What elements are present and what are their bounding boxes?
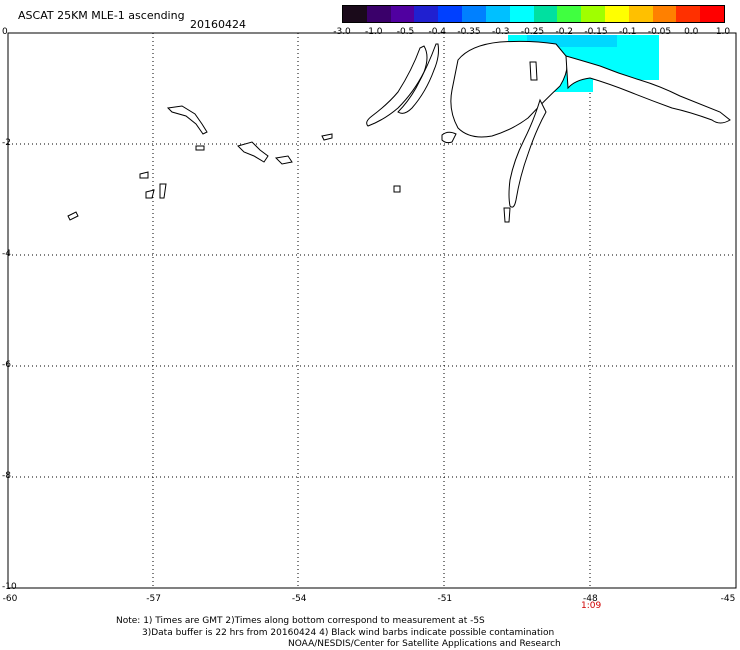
colorbar-label: -0.4: [428, 27, 447, 37]
colorbar-label: -0.15: [584, 27, 608, 37]
chart-date: 20160424: [190, 18, 246, 31]
colorbar-label: -0.05: [647, 27, 672, 37]
x-tick-label: -60: [2, 594, 18, 604]
colorbar-label: 1.0: [715, 27, 731, 37]
colorbar-swatch: [390, 6, 415, 22]
colorbar-swatch: [485, 6, 510, 22]
colorbar-swatch: [462, 6, 486, 22]
colorbar-label: -0.5: [396, 27, 415, 37]
colorbar-swatch: [438, 6, 463, 22]
colorbar-label: -0.1: [618, 27, 637, 37]
islands: [67, 105, 401, 221]
colorbar-swatch: [676, 6, 701, 22]
x-tick-label: -45: [720, 594, 736, 604]
colorbar-swatch: [343, 6, 367, 22]
colorbar-label: -0.25: [520, 27, 545, 37]
colorbar-label: -0.35: [457, 27, 481, 37]
x-tick-label: -48: [583, 594, 598, 604]
time-label: 1:09: [581, 601, 602, 611]
coastline: [366, 40, 731, 223]
note-line-2: 3)Data buffer is 22 hrs from 20160424 4)…: [142, 628, 555, 638]
colorbar-swatch: [557, 6, 582, 22]
colorbar-swatch: [581, 6, 605, 22]
colorbar-swatch: [509, 6, 534, 22]
colorbar-swatch: [533, 6, 558, 22]
chart-title: ASCAT 25KM MLE-1 ascending: [18, 9, 185, 22]
colorbar-label: -0.2: [555, 27, 574, 37]
note-line-3: NOAA/NESDIS/Center for Satellite Applica…: [288, 639, 561, 649]
plot-frame: [7, 32, 737, 589]
y-tick-label: -2: [2, 138, 11, 148]
colorbar: [342, 5, 725, 23]
x-tick-label: -51: [437, 594, 453, 604]
grid-lines: [8, 33, 736, 588]
y-tick-label: -4: [2, 249, 11, 259]
colorbar-swatch: [628, 6, 653, 22]
colorbar-swatch: [700, 6, 724, 22]
y-tick-label: -10: [2, 582, 17, 592]
y-tick-label: -6: [2, 360, 11, 370]
colorbar-swatch: [366, 6, 391, 22]
colorbar-label: -1.0: [364, 27, 383, 37]
colorbar-swatch: [414, 6, 439, 22]
x-tick-label: -57: [146, 594, 161, 604]
colorbar-label: -3.0: [333, 27, 351, 37]
colorbar-label: -0.3: [491, 27, 510, 37]
y-tick-label: 0: [2, 27, 8, 37]
colorbar-label: 0.0: [684, 27, 699, 37]
x-tick-label: -54: [291, 594, 307, 604]
colorbar-swatch: [604, 6, 629, 22]
y-tick-label: -8: [2, 471, 11, 481]
colorbar-swatch: [652, 6, 677, 22]
note-line-1: Note: 1) Times are GMT 2)Times along bot…: [116, 616, 485, 626]
